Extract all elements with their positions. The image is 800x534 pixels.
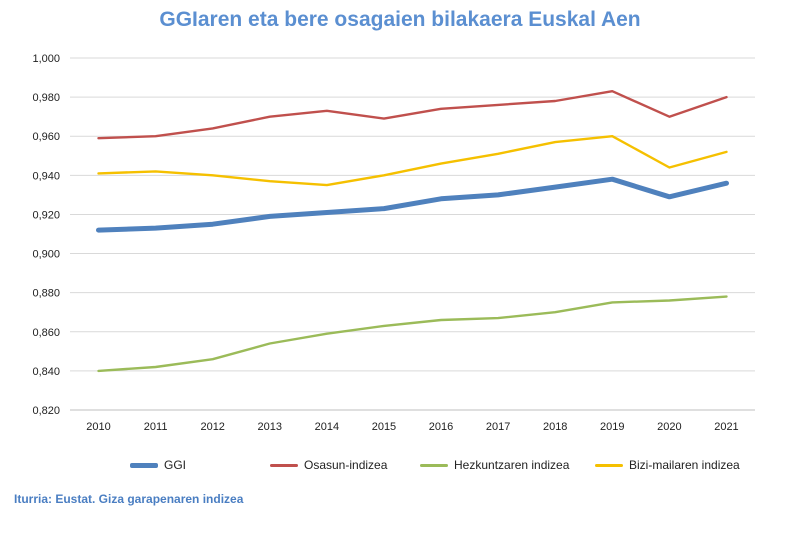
- y-tick-label: 0,980: [32, 92, 60, 104]
- x-tick-label: 2014: [315, 421, 339, 433]
- legend-label: Osasun-indizea: [304, 458, 388, 472]
- source-note: Iturria: Eustat. Giza garapenaren indize…: [14, 492, 244, 506]
- chart-title: GGIaren eta bere osagaien bilakaera Eusk…: [159, 8, 641, 31]
- x-tick-label: 2010: [86, 421, 110, 433]
- x-tick-labels: 2010 2011 2012 2013 2014 2015 2016 2017 2018 2019…: [86, 421, 738, 433]
- series-line-ggi: [96, 176, 729, 233]
- y-tick-label: 0,820: [32, 405, 60, 417]
- y-tick-label: 0,920: [32, 209, 60, 221]
- legend-swatch: [130, 462, 158, 468]
- x-tick-label: 2020: [657, 421, 681, 433]
- series-line-bizi-mailaren-indizea: [97, 134, 728, 187]
- legend-label: Bizi-mailaren indizea: [629, 458, 740, 472]
- y-tick-label: 1,000: [32, 53, 60, 65]
- x-tick-label: 2019: [600, 421, 624, 433]
- x-tick-label: 2012: [200, 421, 224, 433]
- legend-item: Bizi-mailaren indizea: [595, 455, 740, 475]
- y-tick-label: 0,940: [32, 170, 60, 182]
- y-tick-label: 0,960: [32, 131, 60, 143]
- legend-item: Hezkuntzaren indizea: [420, 455, 569, 475]
- x-tick-label: 2011: [144, 421, 168, 433]
- y-tick-label: 0,900: [32, 249, 60, 261]
- y-tick-label: 0,860: [32, 327, 60, 339]
- x-tick-label: 2016: [429, 421, 453, 433]
- x-tick-label: 2018: [543, 421, 567, 433]
- legend-item: GGI: [130, 455, 186, 475]
- legend-swatch: [420, 463, 448, 467]
- x-tick-label: 2015: [372, 421, 396, 433]
- x-tick-label: 2017: [486, 421, 510, 433]
- legend-swatch: [270, 463, 298, 467]
- gridlines: [70, 57, 755, 372]
- series-line-hezkuntzaren-indizea: [97, 295, 728, 373]
- legend: GGI Osasun-indizea Hezkuntzaren indizea Biz…: [0, 455, 800, 475]
- series-lines: [96, 89, 729, 373]
- legend-item: Osasun-indizea: [270, 455, 387, 475]
- series-line-osasun-indizea: [97, 89, 728, 140]
- legend-label: GGI: [164, 458, 187, 472]
- legend-label: Hezkuntzaren indizea: [454, 458, 570, 472]
- y-tick-labels: 0,820 0,840 0,860 0,880 0,900 0,920 0,940 0,960…: [32, 53, 60, 417]
- y-tick-label: 0,880: [32, 288, 60, 300]
- x-tick-label: 2013: [258, 421, 282, 433]
- x-tick-label: 2021: [714, 421, 738, 433]
- y-tick-label: 0,840: [32, 366, 60, 378]
- legend-swatch: [595, 463, 623, 467]
